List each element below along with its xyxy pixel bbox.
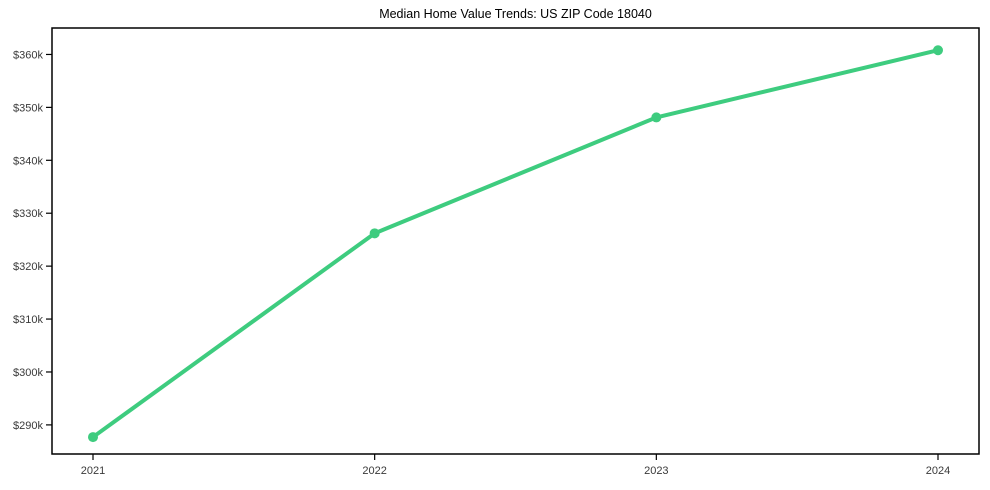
y-tick-label: $350k [13, 102, 43, 114]
data-point-marker [369, 228, 380, 239]
y-tick-label: $320k [13, 261, 43, 273]
x-tick-label: 2022 [362, 465, 386, 477]
x-tick-label: 2024 [926, 465, 950, 477]
data-point-marker [933, 45, 943, 56]
y-tick-label: $330k [13, 208, 43, 220]
plot-border [51, 27, 980, 455]
x-tick-label: 2021 [81, 465, 105, 477]
y-tick-label: $290k [13, 420, 43, 432]
y-tick-label: $310k [13, 314, 43, 326]
data-point-marker [651, 112, 662, 123]
x-tick-label: 2023 [644, 465, 668, 477]
chart-title: Median Home Value Trends: US ZIP Code 18… [379, 7, 652, 21]
y-tick-label: $300k [13, 367, 43, 379]
data-point-marker [88, 432, 98, 443]
y-tick-label: $340k [13, 155, 43, 167]
trend-line [91, 48, 940, 440]
y-tick-label: $360k [13, 49, 43, 61]
